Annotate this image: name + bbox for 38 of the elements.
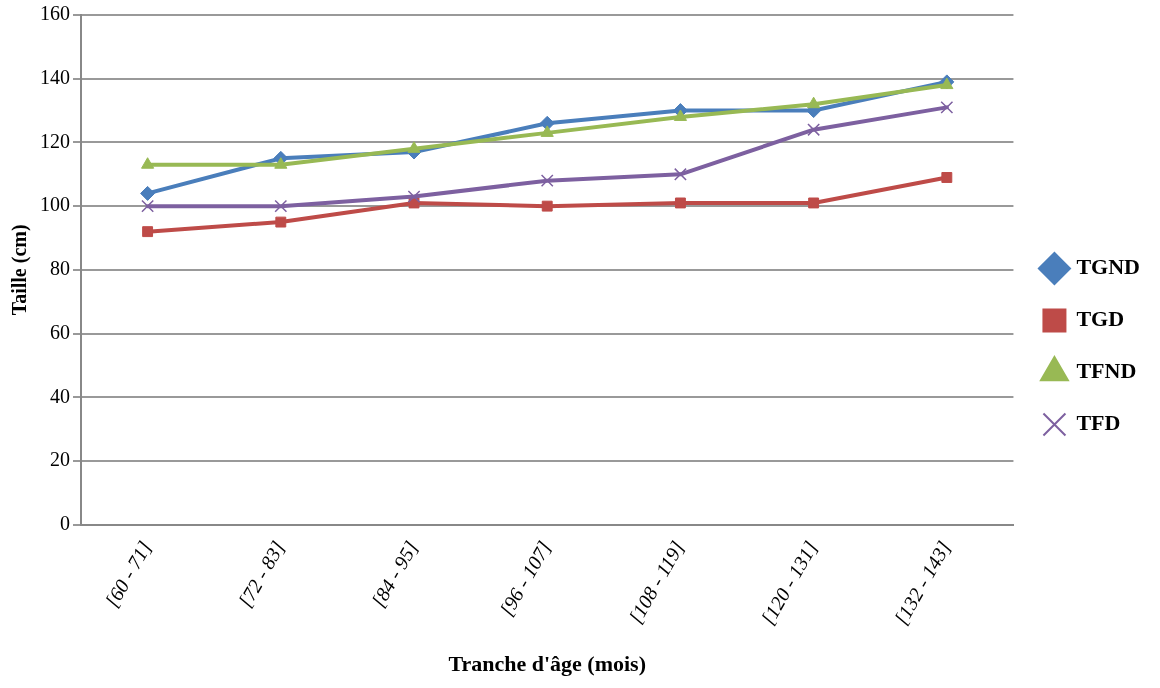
point — [673, 109, 687, 121]
x-tick-label: [72 - 83] — [233, 537, 289, 611]
y-axis-title: Taille (cm) — [8, 224, 32, 316]
y-tick-label: 100 — [40, 193, 70, 216]
legend-label: TFND — [1076, 358, 1137, 384]
legend-label: TGD — [1076, 306, 1125, 332]
point — [140, 185, 156, 201]
point — [141, 199, 155, 213]
point — [541, 200, 553, 212]
point — [674, 167, 687, 181]
point — [407, 190, 421, 203]
y-tick-label: 0 — [60, 511, 70, 534]
y-tick-label: 160 — [40, 2, 70, 25]
point — [275, 216, 287, 228]
point — [540, 125, 554, 137]
y-tick-label: 20 — [50, 448, 70, 471]
legend-label: TGND — [1076, 254, 1140, 280]
point — [540, 174, 554, 188]
point — [274, 199, 288, 213]
y-tick-label: 120 — [40, 129, 70, 152]
point — [407, 141, 421, 153]
x-axis-title: Tranche d'âge (mois) — [448, 651, 647, 677]
point — [940, 100, 954, 114]
x-tick-label: [60 - 71] — [100, 537, 156, 611]
legend-label: TFD — [1076, 410, 1121, 436]
x-tick-label: [84 - 95] — [366, 537, 423, 611]
y-tick-label: 80 — [50, 257, 70, 280]
point — [674, 197, 686, 209]
y-tick-label: 60 — [50, 320, 70, 343]
y-tick-label: 140 — [40, 65, 70, 88]
point — [807, 96, 821, 109]
point — [807, 123, 821, 137]
point — [808, 197, 820, 209]
point — [274, 157, 288, 169]
point — [142, 226, 154, 238]
point — [941, 172, 953, 183]
point — [141, 157, 155, 169]
y-tick-label: 40 — [50, 384, 70, 407]
